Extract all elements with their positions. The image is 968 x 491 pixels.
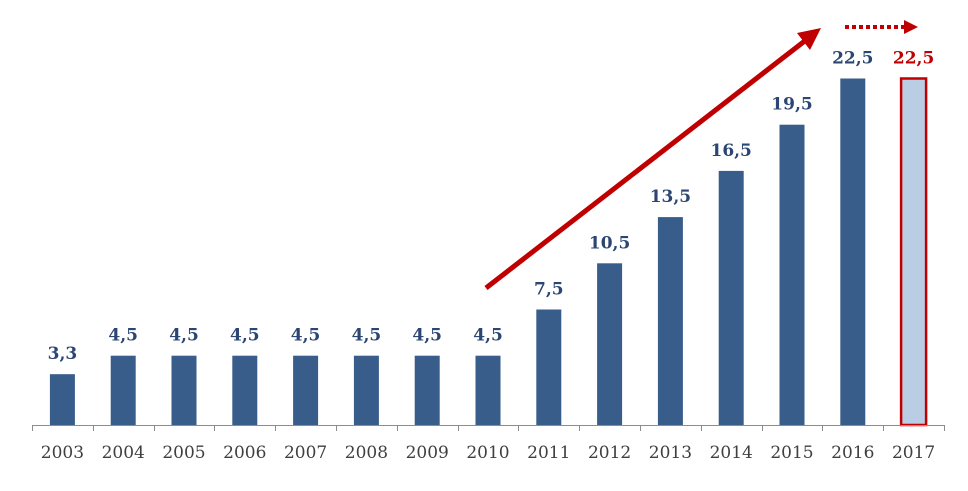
data-label-2017: 22,5 [893, 49, 934, 69]
growth-trend-arrow [484, 28, 821, 290]
bar-2007 [293, 355, 319, 425]
bars-group [49, 77, 928, 427]
x-tick-label-2015: 2015 [770, 443, 813, 463]
data-label-2003: 3,3 [48, 344, 78, 364]
x-tick-label-2017: 2017 [892, 443, 935, 463]
forecast-trend-arrow-head [904, 20, 918, 34]
bar-2012 [597, 263, 623, 425]
bar-2010 [475, 355, 501, 425]
data-label-2010: 4,5 [473, 326, 503, 346]
bar-2005 [171, 355, 197, 425]
data-label-2009: 4,5 [412, 326, 442, 346]
data-label-2012: 10,5 [589, 233, 630, 253]
x-tick-label-2007: 2007 [284, 443, 327, 463]
bar-2014 [718, 170, 744, 425]
x-tick-label-2006: 2006 [223, 443, 266, 463]
data-label-2014: 16,5 [710, 141, 751, 161]
data-label-2006: 4,5 [230, 326, 260, 346]
x-tick-label-2011: 2011 [527, 443, 570, 463]
x-tick-label-2013: 2013 [649, 443, 692, 463]
x-tick-label-2003: 2003 [41, 443, 84, 463]
data-labels-group: 3,3 4,5 4,5 4,5 4,5 4,5 4,5 4,5 7,5 10,5 13,5 16,5 1… [48, 49, 935, 365]
bar-2008 [353, 355, 379, 425]
bar-2009 [414, 355, 440, 425]
x-tick-label-2009: 2009 [406, 443, 449, 463]
x-tick-label-2004: 2004 [102, 443, 145, 463]
growth-trend-arrow-head [797, 28, 821, 50]
forecast-trend-arrow [845, 20, 918, 34]
bar-2006 [232, 355, 258, 425]
x-axis: 2003 2004 2005 2006 2007 2008 2009 2010 2011 2012… [32, 425, 945, 463]
data-label-2005: 4,5 [169, 326, 199, 346]
bar-2015 [779, 124, 805, 425]
growth-trend-arrow-shaft [484, 38, 808, 290]
bar-2003 [49, 374, 75, 425]
bar-2011 [536, 309, 562, 425]
x-tick-label-2010: 2010 [466, 443, 509, 463]
bar-2013 [657, 217, 683, 425]
data-label-2015: 19,5 [771, 95, 812, 115]
x-tick-label-2008: 2008 [345, 443, 388, 463]
data-label-2013: 13,5 [650, 187, 691, 207]
data-label-2011: 7,5 [534, 280, 564, 300]
x-tick-label-2005: 2005 [162, 443, 205, 463]
data-label-2016: 22,5 [832, 49, 873, 69]
data-label-2008: 4,5 [352, 326, 382, 346]
data-label-2007: 4,5 [291, 326, 321, 346]
x-tick-label-2012: 2012 [588, 443, 631, 463]
data-label-2004: 4,5 [108, 326, 138, 346]
bar-2016 [840, 78, 866, 425]
x-tick-label-2014: 2014 [710, 443, 753, 463]
bar-2017 [899, 77, 928, 427]
x-tick-label-2016: 2016 [831, 443, 874, 463]
bar-2004 [110, 355, 136, 425]
